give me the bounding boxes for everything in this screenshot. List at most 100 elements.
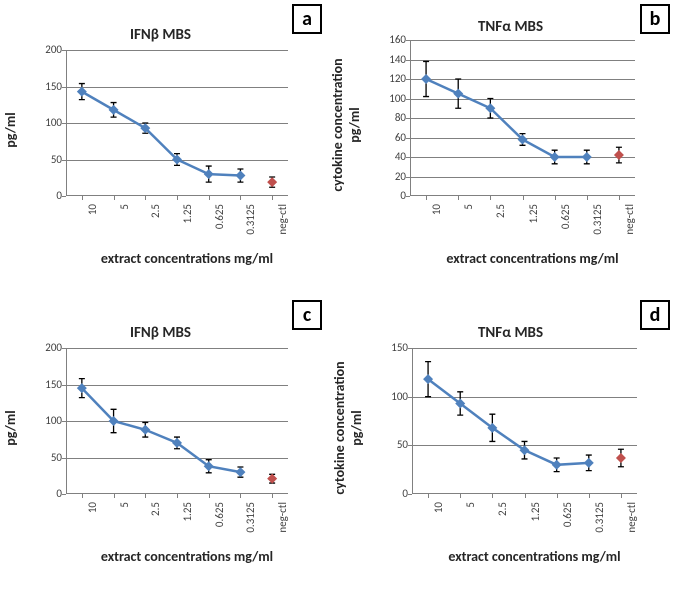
panel-label-d: d [640,300,670,330]
x-tick-mark [177,494,178,498]
x-tick-mark [619,196,620,200]
x-tick-label: 2.5 [496,502,509,552]
control-marker [616,453,626,463]
x-tick-mark [272,494,273,498]
y-axis-label: cytokine concentration pg/ml [329,25,363,225]
x-tick-label: 2.5 [494,204,507,254]
x-tick-label: 2.5 [149,204,162,254]
y-tick-label: 140 [378,53,406,66]
x-tick-mark [209,196,210,200]
series-line [428,379,589,465]
x-tick-label: 10 [430,204,443,254]
y-tick-label: 0 [34,189,62,202]
y-tick-mark [408,494,412,495]
panel-d: dTNFα MBScytokine concentration pg/mlext… [340,298,685,598]
control-marker [614,150,624,160]
x-tick-mark [428,494,429,498]
chart-title: TNFα MBS [478,18,543,36]
x-tick-label: neg-ctl [276,204,289,254]
x-tick-mark [240,494,241,498]
y-tick-label: 0 [378,189,406,202]
y-tick-label: 50 [34,451,62,464]
series-line [82,92,241,176]
series-marker [140,425,150,435]
x-tick-label: 0.625 [213,502,226,552]
x-tick-label: neg-ctl [625,502,638,552]
y-tick-mark [62,494,66,495]
y-tick-label: 100 [378,92,406,105]
y-tick-label: 160 [378,33,406,46]
y-tick-label: 100 [34,414,62,427]
x-tick-label: neg-ctl [623,204,636,254]
plot-svg [66,348,288,494]
x-tick-label: 5 [118,204,131,254]
x-tick-mark [525,494,526,498]
x-tick-mark [114,494,115,498]
x-tick-mark [145,196,146,200]
x-tick-label: 0.3125 [591,204,604,254]
y-tick-label: 80 [378,111,406,124]
x-tick-mark [82,494,83,498]
y-tick-mark [62,196,66,197]
chart-title: IFNβ MBS [130,26,191,44]
chart-title: IFNβ MBS [130,324,191,342]
x-tick-mark [458,196,459,200]
x-tick-mark [557,494,558,498]
panel-label-b: b [640,4,670,34]
x-tick-mark [145,494,146,498]
y-tick-mark [406,196,410,197]
x-tick-mark [523,196,524,200]
panel-c: cIFNβ MBScytokine concentration pg/mlext… [0,298,340,598]
x-tick-mark [460,494,461,498]
y-tick-label: 0 [34,487,62,500]
x-tick-mark [177,196,178,200]
series-marker [453,89,463,99]
y-tick-label: 50 [380,438,408,451]
x-tick-mark [587,196,588,200]
plot-svg [66,50,288,196]
x-tick-label: 0.3125 [244,204,257,254]
x-tick-mark [589,494,590,498]
y-tick-label: 100 [380,390,408,403]
x-tick-mark [426,196,427,200]
y-tick-label: 150 [34,378,62,391]
control-marker [267,474,277,484]
panel-b: bTNFα MBScytokine concentration pg/mlext… [340,0,685,300]
x-tick-label: 0.3125 [593,502,606,552]
y-axis-label: cytokine concentration pg/ml [0,30,19,230]
x-tick-mark [240,196,241,200]
y-axis-label: cytokine concentration pg/ml [0,328,19,528]
y-tick-label: 150 [34,80,62,93]
x-tick-label: 1.25 [529,502,542,552]
x-tick-label: 10 [432,502,445,552]
series-marker [204,169,214,179]
series-marker [421,74,431,84]
series-line [426,79,587,157]
series-marker [235,467,245,477]
y-tick-label: 0 [380,487,408,500]
panel-a: aIFNβ MBScytokine concentration pg/mlext… [0,0,340,300]
x-tick-label: 1.25 [181,502,194,552]
y-tick-label: 120 [378,72,406,85]
x-tick-label: 2.5 [149,502,162,552]
x-tick-label: 1.25 [527,204,540,254]
series-marker [584,458,594,468]
x-tick-mark [490,196,491,200]
plot-svg [412,348,637,494]
x-tick-mark [209,494,210,498]
y-tick-label: 60 [378,131,406,144]
y-tick-label: 40 [378,150,406,163]
x-tick-label: 10 [86,502,99,552]
x-tick-label: 0.3125 [244,502,257,552]
x-tick-label: neg-ctl [276,502,289,552]
x-tick-mark [272,196,273,200]
x-tick-label: 5 [118,502,131,552]
y-axis-label: cytokine concentration pg/ml [331,328,365,528]
y-tick-label: 200 [34,341,62,354]
x-tick-label: 0.625 [561,502,574,552]
x-tick-label: 5 [464,502,477,552]
x-tick-mark [114,196,115,200]
x-tick-label: 10 [86,204,99,254]
x-tick-mark [492,494,493,498]
x-tick-label: 0.625 [213,204,226,254]
